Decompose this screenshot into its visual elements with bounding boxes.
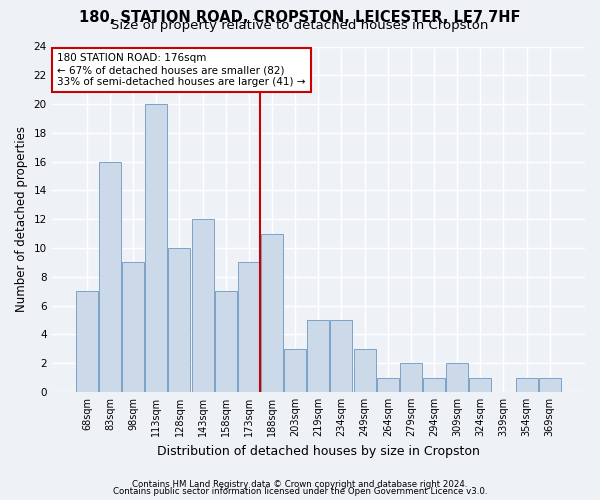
Bar bbox=[215, 291, 237, 392]
Text: Contains public sector information licensed under the Open Government Licence v3: Contains public sector information licen… bbox=[113, 488, 487, 496]
Bar bbox=[284, 349, 306, 392]
Bar bbox=[446, 363, 468, 392]
Bar bbox=[76, 291, 98, 392]
Bar bbox=[515, 378, 538, 392]
Text: 180 STATION ROAD: 176sqm
← 67% of detached houses are smaller (82)
33% of semi-d: 180 STATION ROAD: 176sqm ← 67% of detach… bbox=[57, 54, 305, 86]
Bar bbox=[307, 320, 329, 392]
Bar bbox=[539, 378, 561, 392]
Bar bbox=[423, 378, 445, 392]
Bar bbox=[377, 378, 399, 392]
Bar bbox=[145, 104, 167, 392]
Bar bbox=[261, 234, 283, 392]
Bar bbox=[238, 262, 260, 392]
Bar bbox=[122, 262, 144, 392]
Bar bbox=[99, 162, 121, 392]
Text: Contains HM Land Registry data © Crown copyright and database right 2024.: Contains HM Land Registry data © Crown c… bbox=[132, 480, 468, 489]
Bar bbox=[331, 320, 352, 392]
X-axis label: Distribution of detached houses by size in Cropston: Distribution of detached houses by size … bbox=[157, 444, 480, 458]
Bar bbox=[191, 219, 214, 392]
Text: Size of property relative to detached houses in Cropston: Size of property relative to detached ho… bbox=[112, 19, 488, 32]
Bar bbox=[353, 349, 376, 392]
Bar bbox=[400, 363, 422, 392]
Bar bbox=[169, 248, 190, 392]
Bar bbox=[469, 378, 491, 392]
Text: 180, STATION ROAD, CROPSTON, LEICESTER, LE7 7HF: 180, STATION ROAD, CROPSTON, LEICESTER, … bbox=[79, 10, 521, 25]
Y-axis label: Number of detached properties: Number of detached properties bbox=[15, 126, 28, 312]
